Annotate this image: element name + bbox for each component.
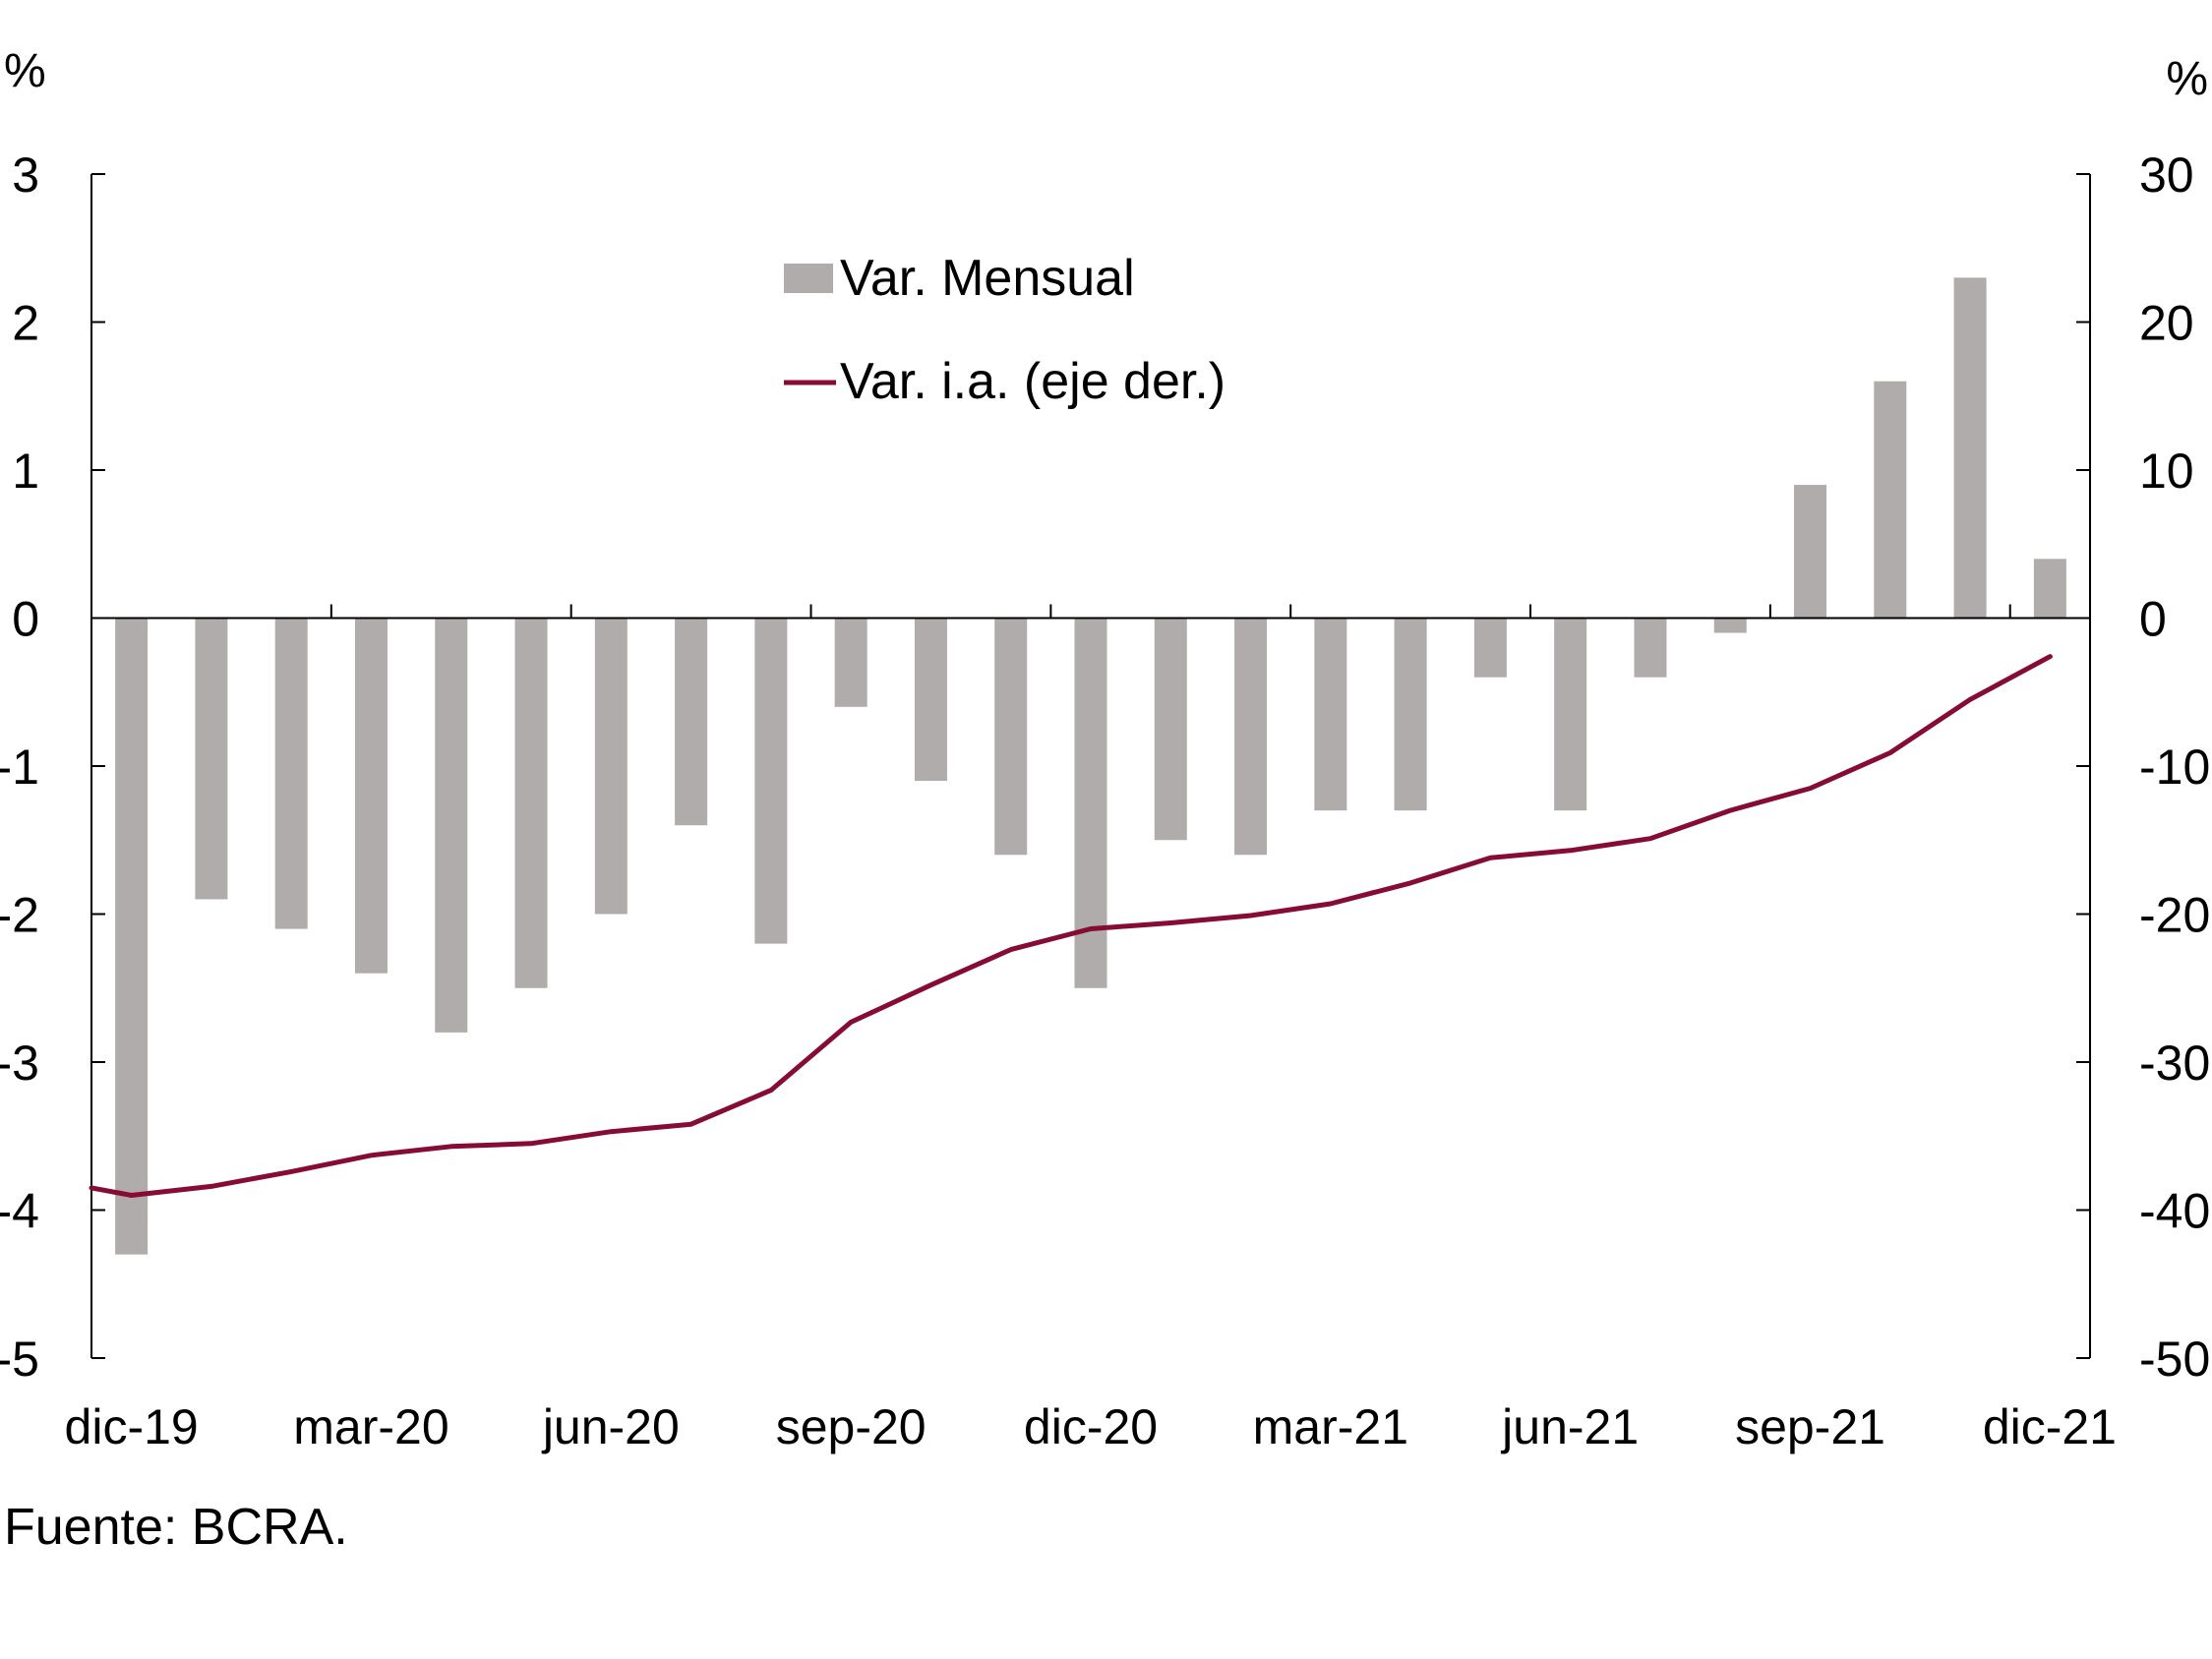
legend-label-var-mensual: Var. Mensual (840, 250, 1135, 307)
x-axis-ticks: dic-19 mar-20 jun-20 sep-20 dic-20 mar-21 jun-… (65, 1399, 2117, 1454)
zero-baseline (90, 604, 2090, 620)
bar-ago-21 (1713, 618, 1747, 633)
x-tick-label: sep-20 (776, 1399, 927, 1454)
left-tick-label: 0 (12, 592, 39, 647)
bar-oct-20 (914, 618, 947, 782)
right-axis-unit: % (2166, 53, 2208, 105)
bar-nov-20 (994, 618, 1028, 856)
bar-jun-20 (594, 618, 628, 915)
bar-nov-21 (1953, 277, 1987, 619)
bar-may-21 (1473, 618, 1507, 678)
legend: Var. Mensual Var. i.a. (eje der.) (784, 250, 1226, 410)
right-axis-ticks: 30 20 10 0 -10 -20 -30 -40 -50 (2076, 148, 2210, 1387)
bar-dic-19 (115, 618, 149, 1255)
bar-ene-21 (1154, 618, 1187, 841)
bar-dic-21 (2033, 559, 2066, 619)
bar-sep-20 (834, 618, 867, 707)
axis-units: % % (4, 45, 2208, 105)
right-tick-label: -40 (2139, 1184, 2210, 1239)
x-tick-label: dic-21 (1983, 1399, 2117, 1454)
right-tick-label: -30 (2139, 1036, 2210, 1091)
right-tick-label: 10 (2139, 444, 2194, 499)
bar-ene-20 (195, 618, 228, 900)
right-tick-label: -50 (2139, 1332, 2210, 1387)
left-tick-label: -5 (0, 1332, 39, 1387)
bar-series-var-mensual (115, 277, 2066, 1255)
legend-swatch-var-mensual (784, 264, 833, 293)
left-tick-label: -2 (0, 888, 39, 943)
line-var-ia (89, 654, 2053, 1198)
right-tick-label: -20 (2139, 888, 2210, 943)
x-tick-label: sep-21 (1735, 1399, 1885, 1454)
line-series-var-ia (89, 654, 2053, 1198)
bar-may-20 (514, 618, 548, 988)
x-tick-label: dic-19 (65, 1399, 199, 1454)
bar-jul-20 (675, 618, 708, 826)
left-axis-ticks: 3 2 1 0 -1 -2 -3 -4 -5 (0, 148, 105, 1387)
bar-feb-21 (1234, 618, 1268, 856)
left-tick-label: 1 (12, 444, 39, 499)
left-tick-label: 2 (12, 296, 39, 351)
right-tick-label: -10 (2139, 740, 2210, 795)
left-tick-label: -1 (0, 740, 39, 795)
bar-jul-21 (1634, 618, 1667, 678)
right-tick-label: 30 (2139, 148, 2194, 203)
x-tick-label: jun-21 (1500, 1399, 1639, 1454)
right-tick-label: 20 (2139, 296, 2194, 351)
left-tick-label: -3 (0, 1036, 39, 1091)
left-tick-label: -4 (0, 1184, 39, 1239)
bar-sep-21 (1794, 485, 1827, 619)
x-tick-label: dic-20 (1024, 1399, 1158, 1454)
legend-label-var-ia: Var. i.a. (eje der.) (840, 353, 1226, 410)
source-note: Fuente: BCRA. (4, 1499, 348, 1556)
x-tick-label: jun-20 (541, 1399, 680, 1454)
x-tick-label: mar-20 (293, 1399, 448, 1454)
bar-abr-20 (435, 618, 468, 1033)
right-tick-label: 0 (2139, 592, 2167, 647)
bar-ago-20 (754, 618, 788, 944)
bar-mar-21 (1314, 618, 1347, 811)
bar-feb-20 (274, 618, 308, 929)
bar-jun-21 (1554, 618, 1587, 811)
bar-mar-20 (354, 618, 388, 974)
left-tick-label: 3 (12, 148, 39, 203)
x-tick-label: mar-21 (1253, 1399, 1408, 1454)
left-axis-unit: % (4, 45, 46, 97)
bar-abr-21 (1394, 618, 1427, 811)
bar-oct-21 (1874, 381, 1907, 619)
